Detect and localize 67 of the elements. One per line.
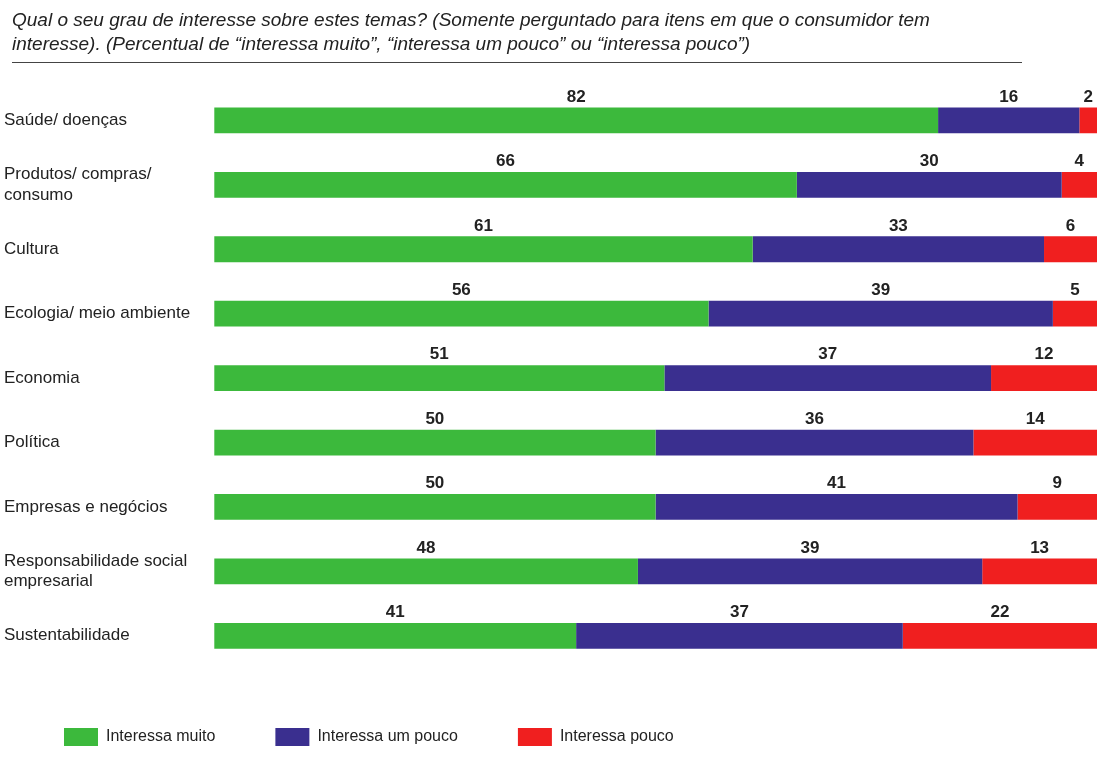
data-label: 37 bbox=[818, 344, 838, 364]
bar bbox=[991, 365, 1097, 391]
data-label: 39 bbox=[871, 279, 891, 299]
legend-label: Interessa pouco bbox=[559, 727, 674, 745]
bar bbox=[214, 365, 665, 391]
y-tick-label: Política bbox=[4, 432, 61, 452]
bar bbox=[214, 236, 753, 263]
data-label: 56 bbox=[451, 279, 471, 299]
legend-label: Interessa muito bbox=[106, 727, 216, 745]
bar bbox=[214, 494, 656, 520]
data-label: 6 bbox=[1065, 215, 1076, 235]
bar bbox=[214, 558, 638, 585]
bar bbox=[214, 300, 709, 327]
bar bbox=[973, 429, 1097, 456]
bar bbox=[214, 107, 939, 134]
data-label: 4 bbox=[1074, 151, 1085, 171]
data-label: 9 bbox=[1052, 473, 1063, 493]
y-tick-label: Ecologia/ meio ambiente bbox=[4, 303, 191, 323]
y-tick-label: Saúde/ doenças bbox=[4, 110, 127, 130]
data-label: 12 bbox=[1034, 344, 1054, 364]
chart-title: Qual o seu grau de interesse sobre estes temas? (Somente perguntado para itens em que o consumidor tem interesse). (Percentual de “interessa muito”, “interessa um pouco” ou “interessa pouco”) bbox=[12, 8, 1022, 63]
data-label: 39 bbox=[800, 537, 820, 557]
bar bbox=[664, 365, 992, 391]
y-tick-label: Sustentabilidade bbox=[4, 625, 130, 645]
data-label: 30 bbox=[919, 151, 939, 171]
data-label: 13 bbox=[1030, 537, 1050, 557]
bar bbox=[1044, 236, 1097, 263]
data-label: 61 bbox=[473, 215, 493, 235]
bar bbox=[1061, 171, 1097, 198]
bar bbox=[1079, 107, 1097, 134]
data-label: 50 bbox=[425, 408, 445, 428]
data-label: 82 bbox=[566, 86, 586, 106]
data-label: 41 bbox=[385, 602, 405, 622]
data-label: 33 bbox=[888, 215, 908, 235]
bar bbox=[655, 494, 1018, 520]
data-label: 16 bbox=[999, 86, 1019, 106]
data-label: 37 bbox=[729, 602, 749, 622]
data-label: 66 bbox=[496, 151, 515, 171]
bar bbox=[902, 622, 1097, 649]
y-tick-label: Economia bbox=[4, 367, 81, 387]
bar bbox=[655, 429, 974, 456]
data-label: 22 bbox=[990, 602, 1010, 622]
bar bbox=[982, 558, 1097, 585]
y-tick-label: Cultura bbox=[4, 238, 60, 258]
data-label: 2 bbox=[1083, 86, 1093, 106]
data-label: 51 bbox=[429, 344, 449, 364]
data-label: 36 bbox=[805, 408, 824, 428]
legend-label: Interessa um pouco bbox=[317, 727, 459, 745]
bar bbox=[938, 107, 1080, 134]
y-tick-label: Empresas e negócios bbox=[4, 496, 168, 516]
bar bbox=[637, 558, 983, 585]
bar bbox=[214, 171, 797, 198]
data-label: 41 bbox=[827, 473, 847, 493]
data-label: 14 bbox=[1025, 408, 1046, 428]
bar bbox=[214, 429, 656, 456]
data-label: 48 bbox=[416, 537, 436, 557]
bar bbox=[1052, 300, 1097, 327]
bar bbox=[796, 171, 1062, 198]
y-tick-label: Produtos/ compras/ consumo bbox=[4, 164, 152, 204]
bar bbox=[1017, 494, 1097, 520]
bar bbox=[214, 622, 577, 649]
y-tick-label: Responsabilidade social empresarial bbox=[4, 550, 188, 591]
data-label: 5 bbox=[1070, 279, 1080, 299]
data-label: 50 bbox=[425, 473, 445, 493]
bar bbox=[752, 236, 1045, 263]
bar bbox=[708, 300, 1053, 327]
bar bbox=[576, 622, 903, 649]
